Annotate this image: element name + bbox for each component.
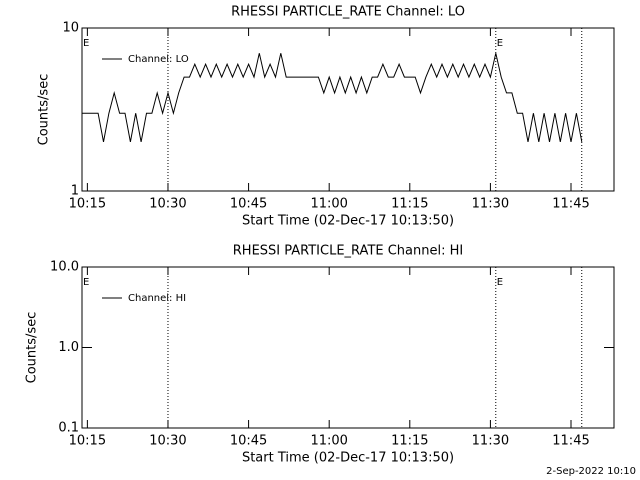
y-tick-label: 1.0: [58, 340, 79, 355]
x-tick-label: 11:45: [552, 197, 589, 212]
y-axis-label: Counts/sec: [37, 74, 52, 146]
x-tick-label: 10:30: [149, 434, 186, 449]
chart-title: RHESSI PARTICLE_RATE Channel: HI: [233, 244, 463, 259]
y-tick-label: 10.0: [50, 260, 79, 275]
x-tick-label: 11:15: [391, 434, 428, 449]
y-tick-label: 10: [62, 21, 79, 36]
plot-frame: [81, 27, 615, 192]
x-axis-label: Start Time (02-Dec-17 10:13:50): [242, 451, 454, 466]
annotation: E: [83, 277, 89, 288]
x-tick-label: 11:00: [310, 434, 347, 449]
x-tick-label: 10:30: [149, 197, 186, 212]
y-axis-label: Counts/sec: [25, 312, 40, 384]
annotation: E: [497, 38, 503, 49]
chart-title: RHESSI PARTICLE_RATE Channel: LO: [231, 5, 465, 20]
footer: 2-Sep-2022 10:10: [546, 466, 636, 477]
legend-label: Channel: HI: [128, 293, 186, 304]
x-tick-label: 10:45: [230, 197, 267, 212]
x-axis-label: Start Time (02-Dec-17 10:13:50): [242, 214, 454, 229]
x-tick-label: 11:30: [472, 197, 509, 212]
x-tick-label: 11:30: [472, 434, 509, 449]
x-tick-label: 10:45: [230, 434, 267, 449]
x-tick-label: 11:15: [391, 197, 428, 212]
annotation: E: [497, 277, 503, 288]
legend-label: Channel: LO: [128, 54, 189, 65]
data-line: [82, 53, 583, 142]
y-tick-label: 0.1: [58, 421, 79, 436]
y-tick-label: 1: [71, 184, 79, 199]
x-tick-label: 11:00: [310, 197, 347, 212]
x-tick-label: 10:15: [69, 197, 106, 212]
annotation: E: [83, 38, 89, 49]
x-tick-label: 10:15: [69, 434, 106, 449]
x-tick-label: 11:45: [552, 434, 589, 449]
